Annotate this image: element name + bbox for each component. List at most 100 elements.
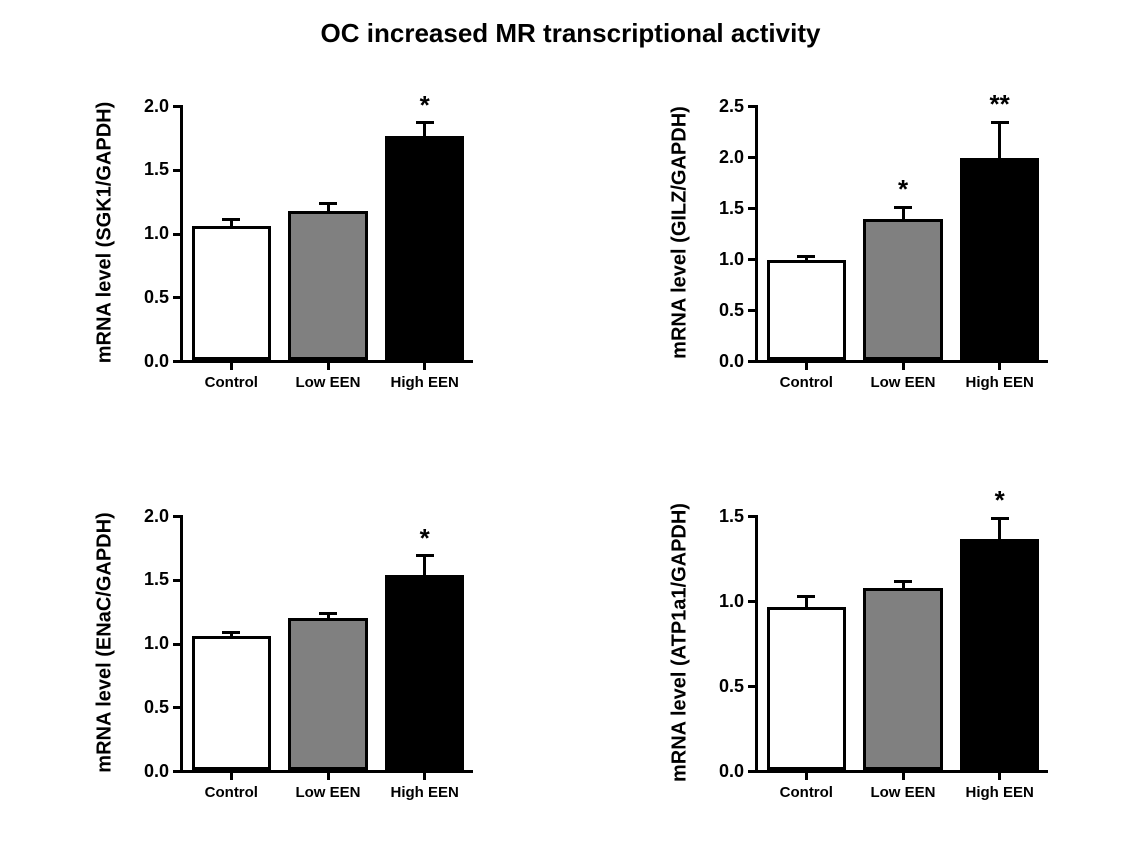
y-tick-label: 1.5 [144,569,169,590]
error-bar [998,122,1001,158]
y-tick-label: 1.5 [144,159,169,180]
error-bar-cap [319,612,337,615]
plot-area: 0.00.51.01.52.02.5Control*Low EEN**High … [755,105,1048,363]
y-axis-label: mRNA level (GILZ/GAPDH) [669,82,692,382]
error-bar-cap [319,202,337,205]
x-tick-mark [327,770,330,780]
y-tick-mark [748,105,758,108]
figure-title: OC increased MR transcriptional activity [0,18,1141,49]
x-tick-mark [230,360,233,370]
y-tick-label: 1.5 [719,506,744,527]
bar-low-een [288,618,367,770]
significance-marker: * [975,485,1025,516]
x-category-label: Control [183,374,280,391]
y-tick-label: 2.0 [144,506,169,527]
error-bar-cap [797,255,815,258]
y-tick-mark [173,233,183,236]
chart-enac: mRNA level (ENaC/GAPDH)0.00.51.01.52.0Co… [70,490,490,825]
x-tick-mark [805,770,808,780]
error-bar [998,518,1001,538]
error-bar-cap [991,121,1009,124]
y-tick-label: 0.5 [719,676,744,697]
x-category-label: Control [758,784,855,801]
error-bar-cap [894,206,912,209]
significance-marker: * [400,90,450,121]
significance-marker: * [400,523,450,554]
plot-area: 0.00.51.01.52.0ControlLow EEN*High EEN [180,515,473,773]
y-tick-mark [173,360,183,363]
chart-atp1a1: mRNA level (ATP1a1/GAPDH) 0.00.51.01.5Con… [645,490,1065,825]
x-tick-mark [423,770,426,780]
x-tick-mark [230,770,233,780]
y-tick-label: 1.0 [144,633,169,654]
x-tick-mark [423,360,426,370]
y-tick-label: 0.5 [144,287,169,308]
x-tick-mark [805,360,808,370]
x-category-label: High EEN [376,784,473,801]
error-bar-cap [797,595,815,598]
y-tick-mark [748,258,758,261]
x-category-label: Control [758,374,855,391]
error-bar-cap [222,631,240,634]
x-category-label: Control [183,784,280,801]
significance-marker: * [878,174,928,205]
y-tick-mark [748,685,758,688]
bar-control [192,636,271,770]
y-axis-label: mRNA level (SGK1/GAPDH) [94,82,117,382]
x-tick-mark [902,360,905,370]
y-tick-label: 0.5 [719,300,744,321]
error-bar-cap [416,121,434,124]
y-tick-label: 1.0 [719,591,744,612]
bar-control [767,607,846,770]
bar-low-een [288,211,367,360]
bar-high-een [960,158,1039,360]
y-tick-label: 1.5 [719,198,744,219]
y-tick-mark [173,105,183,108]
figure-page: OC increased MR transcriptional activity… [0,0,1141,865]
error-bar [423,556,426,575]
x-category-label: Low EEN [855,784,952,801]
y-tick-mark [173,169,183,172]
y-tick-label: 2.0 [144,96,169,117]
bar-low-een [863,588,942,770]
chart-gilz: mRNA level (GILZ/GAPDH) 0.00.51.01.52.02.… [645,80,1065,415]
error-bar-cap [894,580,912,583]
y-tick-mark [748,600,758,603]
y-tick-mark [748,309,758,312]
y-tick-mark [748,770,758,773]
error-bar [902,207,905,219]
error-bar-cap [991,517,1009,520]
x-tick-mark [902,770,905,780]
bar-control [767,260,846,360]
bar-low-een [863,219,942,360]
y-tick-mark [748,515,758,518]
significance-marker: ** [975,89,1025,120]
y-tick-mark [173,515,183,518]
y-tick-label: 0.0 [144,761,169,782]
x-tick-mark [998,770,1001,780]
y-tick-mark [748,156,758,159]
error-bar-cap [416,554,434,557]
x-tick-mark [998,360,1001,370]
y-tick-mark [173,770,183,773]
x-category-label: High EEN [951,784,1048,801]
y-axis-label: mRNA level (ATP1a1/GAPDH) [669,492,692,792]
y-tick-label: 0.5 [144,697,169,718]
plot-area: 0.00.51.01.5ControlLow EEN*High EEN [755,515,1048,773]
y-tick-label: 1.0 [719,249,744,270]
plot-area: 0.00.51.01.52.0ControlLow EEN*High EEN [180,105,473,363]
y-tick-label: 1.0 [144,223,169,244]
error-bar [423,123,426,136]
y-tick-mark [173,296,183,299]
y-tick-mark [173,643,183,646]
y-tick-mark [173,706,183,709]
chart-sgk1: mRNA level (SGK1/GAPDH)0.00.51.01.52.0Co… [70,80,490,415]
y-tick-label: 2.5 [719,96,744,117]
x-category-label: High EEN [376,374,473,391]
x-tick-mark [327,360,330,370]
bar-control [192,226,271,360]
x-category-label: Low EEN [855,374,952,391]
x-category-label: High EEN [951,374,1048,391]
x-category-label: Low EEN [280,374,377,391]
y-tick-label: 0.0 [144,351,169,372]
